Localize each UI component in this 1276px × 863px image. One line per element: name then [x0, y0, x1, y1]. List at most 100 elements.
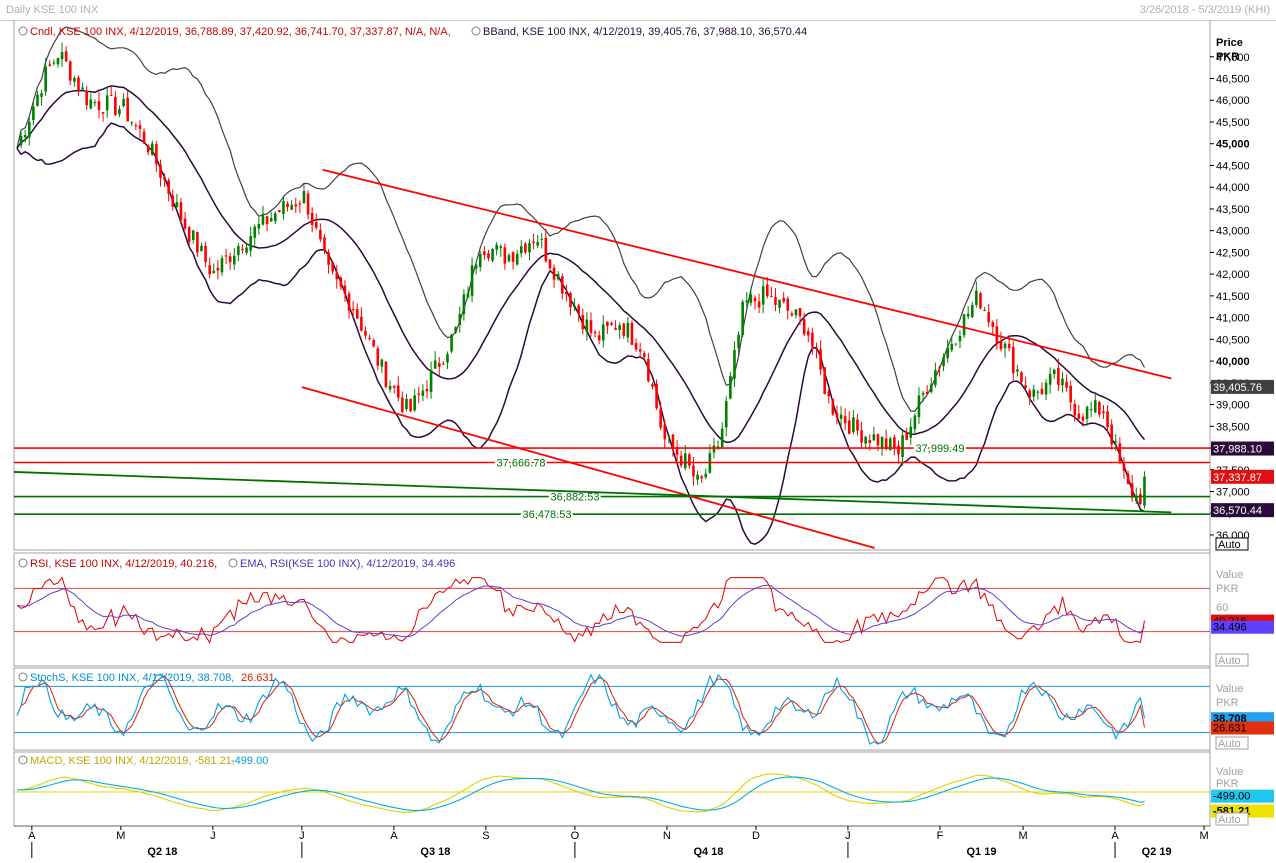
candle — [1134, 487, 1138, 504]
rsi-panel[interactable] — [13, 552, 1211, 667]
candle — [1044, 379, 1048, 401]
rsi-auto-button[interactable]: Auto — [1215, 653, 1249, 667]
candle — [524, 241, 527, 255]
trendline[interactable] — [322, 168, 1172, 380]
candle — [970, 301, 974, 319]
candle — [1024, 376, 1027, 390]
candle — [757, 293, 761, 313]
rsi-legend-text: RSI, KSE 100 INX, 4/12/2019, 40.216, — [30, 558, 217, 570]
candle — [942, 353, 945, 372]
candle — [1143, 471, 1146, 509]
macd-legend-text: MACD, KSE 100 INX, 4/12/2019, -581.21, — [30, 755, 235, 767]
candle — [999, 331, 1003, 352]
candle — [52, 59, 56, 66]
candle — [581, 308, 585, 335]
candle — [917, 387, 921, 424]
candle — [335, 264, 339, 289]
candle — [163, 173, 166, 188]
candle — [1057, 358, 1060, 391]
macd-panel[interactable] — [13, 751, 1211, 827]
macd-auto-button[interactable]: Auto — [1215, 812, 1249, 826]
candle — [487, 249, 490, 262]
candle — [790, 311, 794, 317]
candle — [975, 281, 978, 308]
candle — [138, 120, 142, 138]
candle — [618, 322, 621, 340]
level-label: 36,882.53 — [551, 492, 600, 504]
candle — [700, 475, 703, 483]
window-title-bar: Daily KSE 100 INX 3/26/2018 - 5/3/2019 (… — [0, 0, 1276, 21]
ema-line — [16, 584, 1145, 638]
candle — [1081, 413, 1085, 427]
price-auto-button[interactable]: Auto — [1215, 537, 1249, 551]
stoch-value-box: 26.631 — [1211, 721, 1274, 735]
candle — [1011, 341, 1015, 380]
candle — [548, 259, 552, 272]
price-legend: Cndl, KSE 100 INX, 4/12/2019, 36,788.89,… — [18, 26, 807, 38]
trendline[interactable] — [13, 471, 1172, 514]
horizontal-level-line[interactable]: 37,999.49 — [14, 441, 1210, 457]
candle — [679, 450, 683, 468]
candle — [23, 129, 27, 143]
candle — [704, 468, 708, 480]
candle — [355, 303, 359, 319]
candle — [319, 223, 322, 243]
candle — [647, 352, 650, 383]
candle — [101, 112, 105, 122]
month-tick-label: D — [752, 830, 760, 842]
chart-area[interactable]: 37,999.49 37,666.78 36,882.53 36,478.53 47,… — [0, 20, 1276, 863]
candle — [614, 320, 617, 331]
candle — [642, 350, 646, 361]
candle — [228, 252, 232, 270]
candle — [474, 262, 478, 275]
candle — [470, 257, 474, 303]
candle — [27, 117, 31, 146]
candle — [142, 128, 146, 145]
candle — [806, 327, 810, 343]
candle — [126, 91, 129, 122]
candle — [134, 122, 138, 131]
price-tick-label: 45,000 — [1216, 139, 1250, 151]
candle — [565, 284, 568, 302]
candle — [261, 205, 265, 226]
horizontal-level-line[interactable]: 36,478.53 — [14, 507, 1210, 523]
candle — [118, 105, 121, 118]
candle — [1093, 394, 1097, 414]
candle — [774, 288, 777, 312]
candle — [622, 322, 626, 339]
month-tick-label: M — [1018, 830, 1027, 842]
candle — [905, 427, 908, 441]
horizontal-level-line[interactable]: 37,666.78 — [14, 456, 1210, 472]
candle — [729, 371, 732, 400]
candle — [286, 201, 289, 212]
price-tick-label: 44,000 — [1216, 182, 1250, 194]
candle — [368, 334, 371, 341]
candle — [360, 307, 363, 332]
price-axis-unit: PKR — [1216, 51, 1239, 63]
stoch-legend-text: StochS, KSE 100 INX, 4/12/2019, 38.708, — [30, 672, 234, 684]
ema-legend-text: EMA, RSI(KSE 100 INX), 4/12/2019, 34.496 — [240, 558, 455, 570]
candle — [114, 91, 117, 116]
price-value-box: 36,570.44 — [1211, 503, 1274, 518]
candle — [294, 197, 298, 213]
price-panel[interactable] — [13, 20, 1211, 551]
candle — [1052, 368, 1056, 379]
horizontal-level-line[interactable]: 36,882.53 — [14, 490, 1210, 506]
candle — [237, 242, 240, 262]
bband-lower-line — [16, 122, 1145, 546]
candle — [380, 358, 384, 374]
stoch-panel[interactable] — [13, 667, 1211, 751]
trendline[interactable] — [301, 386, 875, 549]
stoch-auto-button[interactable]: Auto — [1215, 736, 1249, 750]
svg-text:37,337.87: 37,337.87 — [1213, 472, 1262, 484]
candle — [302, 184, 306, 204]
candle — [269, 211, 273, 222]
price-tick-label: 37,000 — [1216, 486, 1250, 498]
month-tick-label: M — [1199, 830, 1208, 842]
candle — [1085, 405, 1089, 426]
candle — [347, 290, 351, 319]
candle — [187, 226, 191, 246]
candle — [761, 278, 765, 314]
candle — [552, 264, 556, 288]
candle — [1106, 405, 1109, 433]
